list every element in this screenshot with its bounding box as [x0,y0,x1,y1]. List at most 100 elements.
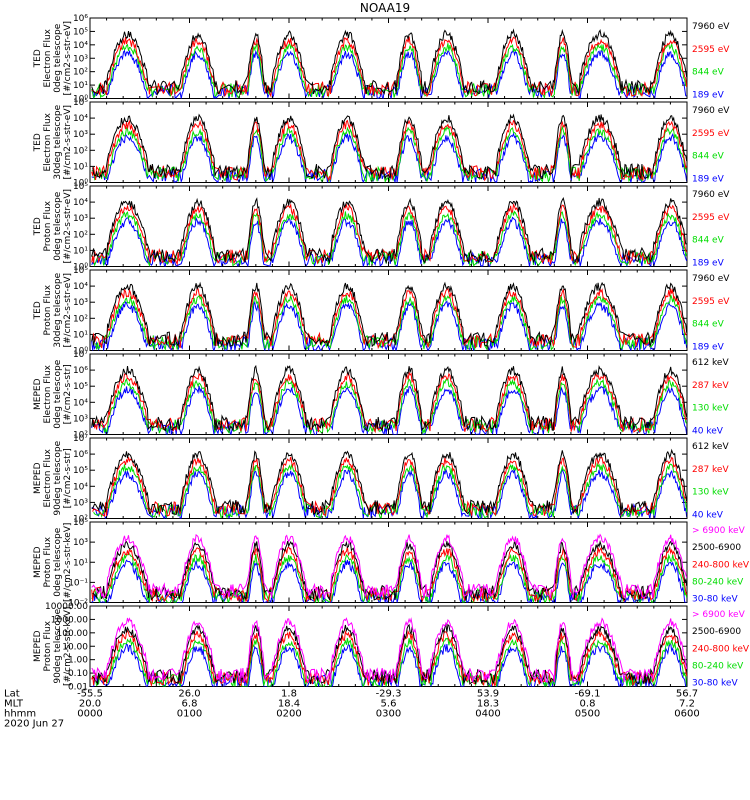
series-844-ev [91,125,687,183]
y-axis-label: [#/cm2-s-str-eV] [63,189,73,264]
flux-traces [91,28,687,99]
panel-frame [89,353,688,435]
y-tick-label: 10⁰ [73,347,88,357]
panel-4: 10⁰ 10¹ 10² 10³ 10⁴ 10⁵ TED Proton Flux 30deg te… [33,266,730,357]
series-612-kev [91,448,687,516]
series-30-80-kev [91,559,687,603]
y-tick-label: 10⁴ [73,282,88,292]
y-tick-label: 10² [73,68,88,78]
y-tick-label: 10⁵ [73,182,88,192]
series-7960-ev [91,28,687,96]
y-tick-label: 10² [73,230,88,240]
legend-entry: 2595 eV [692,45,730,55]
legend-entry: 2500-6900 [692,543,741,553]
date-label: 2020 Jun 27 [4,719,64,730]
series-287-kev [92,456,687,517]
legend-entry: 189 eV [692,91,725,101]
legend-entry: 80-240 keV [692,661,744,671]
y-tick-label: 10³ [73,498,88,508]
y-tick-label: 0.10 [68,669,88,679]
x-tick-label-hhmm: 0400 [475,709,500,720]
legend-entry: 844 eV [692,236,725,246]
y-axis-label: Electron Flux [43,364,53,423]
x-row-label: MLT [4,699,24,710]
flux-traces [91,448,687,519]
legend-entry: 7960 eV [692,106,730,116]
y-tick-label: 10⁵ [73,466,88,476]
series-7960-ev [91,281,687,349]
legend-entry: 2595 eV [692,213,730,223]
y-axis-label: TED [33,49,43,68]
series-844-ev [91,41,687,99]
y-tick-label: 10⁰ [73,95,88,105]
flux-traces [91,533,687,603]
series-2595-ev [91,119,687,182]
legend-entry: > 6900 keV [692,610,746,620]
legend-entry: 612 keV [692,442,729,452]
series-2595-ev [91,202,687,266]
series--6900-kev [91,533,687,600]
y-tick-label: 10⁰ [73,263,88,273]
x-row-label: Lat [4,689,20,700]
y-tick-label: 10⁷ [73,434,88,444]
flux-traces [91,281,687,351]
y-tick-label: 10⁷ [73,350,88,360]
y-axis-label: Proton Flux [43,536,53,587]
legend-entry: 844 eV [692,320,725,330]
y-tick-label: 10⁵ [73,98,88,108]
y-axis-label: MEPED [33,630,43,662]
y-axis-label: [#/cm2-s-str-keV] [63,607,73,686]
series-240-800-kev [91,545,687,603]
legend-entry: > 6900 keV [692,526,746,536]
series-189-ev [91,300,687,351]
y-tick-label: 10⁵ [73,27,88,37]
y-axis-label: Electron Flux [43,448,53,507]
series-287-kev [91,371,687,434]
x-tick-label-lat: 26.0 [178,689,200,700]
y-tick-label: 10⁻² [68,599,88,609]
legend-entry: 2500-6900 [692,627,741,637]
y-axis-label: MEPED [33,378,43,410]
y-tick-label: 10⁶ [73,14,88,24]
legend-entry: 287 keV [692,465,729,475]
series-80-240-kev [92,636,687,687]
y-axis-label: TED [33,217,43,236]
y-axis-label: 0deg telescope [53,527,63,597]
legend-entry: 40 keV [692,511,724,521]
series-189-ev [91,47,687,99]
y-tick-label: 10² [73,146,88,156]
series-2500-6900 [92,539,687,602]
panel-1: 10⁰ 10¹ 10² 10³ 10⁴ 10⁵ 10⁶ TED Electron Flux 0de… [33,14,730,105]
y-tick-label: 10² [73,431,88,441]
series-2595-ev [91,36,687,98]
y-axis-label: [#/cm2-s-str-eV] [63,273,73,348]
y-axis-label: 0deg telescope [53,191,63,261]
x-tick-label-lat: 56.7 [676,689,698,700]
y-axis-label: Electron Flux [43,28,53,87]
y-tick-label: 1000.00 [51,615,88,625]
series-7960-ev [92,113,687,181]
y-axis-label: 90deg telescope [53,608,63,683]
y-tick-label: 10¹ [73,162,88,172]
y-tick-label: 10⁴ [73,398,88,408]
x-tick-label-lat: 53.9 [477,689,499,700]
series-2500-6900 [92,623,687,686]
y-axis-label: Electron Flux [43,112,53,171]
x-tick-label-hhmm: 0500 [575,709,600,720]
legend-entry: 287 keV [692,381,729,391]
y-axis-label: TED [33,301,43,320]
x-tick-label-mlt: 0.8 [580,699,596,710]
y-tick-label: 10² [73,314,88,324]
panel-7: 10⁻² 10⁻¹ 10¹ 10³ 10⁵ MEPED Proton Flux 0deg te… [33,518,750,609]
y-tick-label: 10⁴ [73,198,88,208]
y-tick-label: 10¹ [73,558,88,568]
legend-entry: 7960 eV [692,190,730,200]
flux-traces [91,113,687,183]
y-axis-label: Proton Flux [43,200,53,251]
legend-entry: 844 eV [692,152,725,162]
y-tick-label: 10⁵ [73,518,88,528]
y-tick-label: 10² [73,515,88,525]
y-tick-label: 1.00 [68,656,88,666]
